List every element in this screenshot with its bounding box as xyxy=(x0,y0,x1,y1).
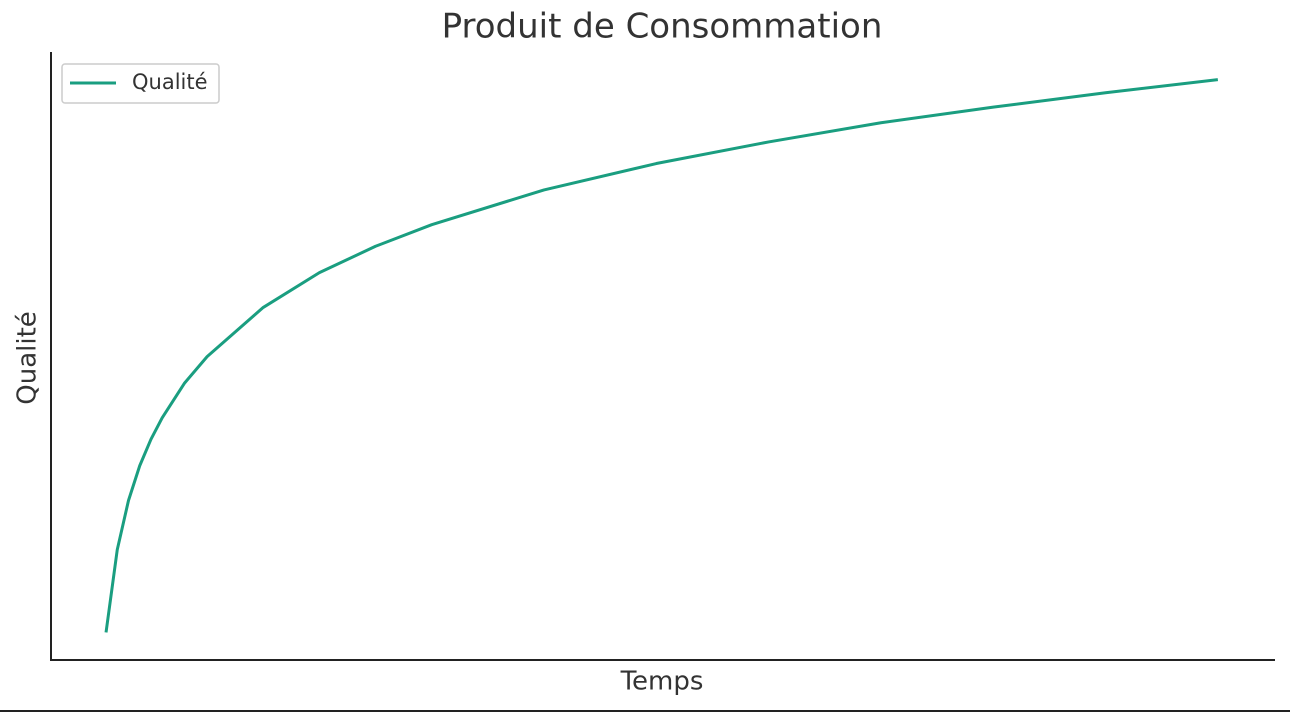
data-line xyxy=(104,78,1219,633)
legend-label: Qualité xyxy=(132,70,208,94)
x-axis-label: Temps xyxy=(620,667,704,697)
y-axis-label: Qualité xyxy=(13,311,43,405)
legend-box xyxy=(61,63,220,104)
chart-title: Produit de Consommation xyxy=(442,7,883,47)
